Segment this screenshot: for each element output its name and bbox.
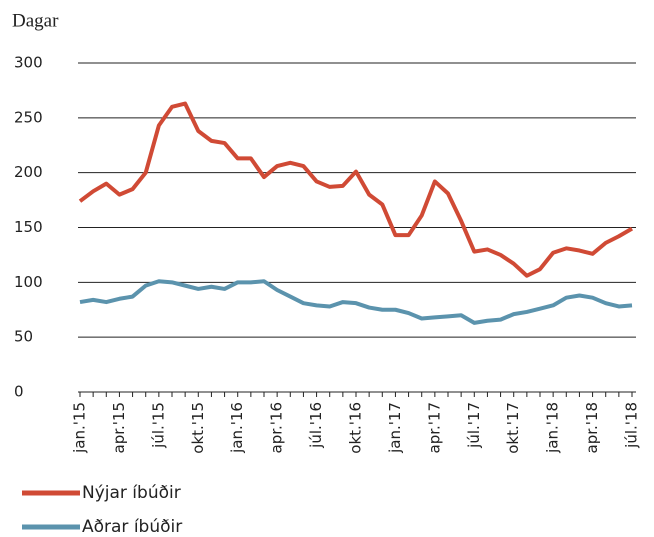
x-tick-label: júl.'15 (149, 402, 167, 449)
legend-label: Aðrar íbúðir (82, 517, 182, 537)
x-tick-label: okt.'17 (504, 402, 522, 454)
y-tick-label: 100 (14, 273, 43, 291)
x-tick-label: jan.'18 (544, 402, 562, 454)
x-tick-label: jan.'16 (228, 402, 246, 454)
y-tick-label: 50 (14, 328, 33, 346)
x-tick-label: júl.'17 (465, 402, 483, 449)
x-tick-label: okt.'15 (189, 402, 207, 454)
x-tick-label: apr.'16 (268, 402, 286, 453)
x-tick-label: júl.'18 (623, 402, 641, 449)
y-tick-label: 250 (14, 108, 43, 126)
x-tick-label: jan.'15 (71, 402, 89, 454)
x-tick-label: apr.'15 (110, 402, 128, 453)
x-tick-label: apr.'18 (583, 402, 601, 453)
series-line (78, 101, 634, 278)
y-tick-label: 300 (14, 54, 43, 72)
legend-label: Nýjar íbúðir (82, 483, 181, 503)
y-axis-label: Dagar (12, 10, 59, 31)
x-tick-label: apr.'17 (425, 402, 443, 453)
series-line (79, 279, 633, 325)
x-tick-label: júl.'16 (307, 402, 325, 449)
y-tick-label: 200 (14, 163, 43, 181)
x-tick-label: okt.'16 (347, 402, 365, 454)
y-tick-label: 0 (14, 383, 24, 401)
y-tick-label: 150 (14, 218, 43, 236)
x-tick-label: jan.'17 (386, 402, 404, 454)
